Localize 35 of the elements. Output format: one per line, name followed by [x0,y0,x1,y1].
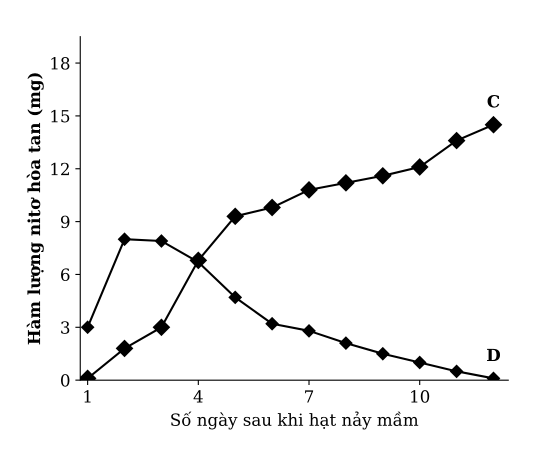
point [450,364,464,378]
point [118,232,132,246]
x-tick-label: 10 [411,390,430,403]
y-tick-label: 18 [51,57,70,70]
series-label: D [487,348,500,362]
point [300,181,318,198]
point [81,320,94,334]
y-tick-label: 6 [61,268,70,282]
y-tick-label: 0 [61,374,70,387]
point [116,340,134,357]
point [226,208,244,225]
point [264,198,281,216]
point [302,324,316,338]
point [413,356,426,370]
point [448,132,466,150]
point [374,167,392,184]
point [154,234,168,248]
series-label: C [488,94,500,108]
point [484,116,502,134]
point [266,317,279,330]
x-tick-label: 1 [84,390,91,403]
y-tick-label: 12 [51,162,69,176]
x-tick-label: 7 [305,390,314,403]
point [228,290,242,304]
x-tick-label: 4 [194,390,203,403]
point [411,158,428,176]
x-axis-title: Số ngày sau khi hạt nảy mầm [171,412,418,430]
point [339,336,352,350]
point [337,174,354,192]
y-tick-label: 9 [60,216,70,228]
point [152,318,170,336]
y-tick-label: 15 [51,110,70,122]
point [376,347,390,360]
y-tick-label: 3 [61,321,70,334]
y-axis-title: Hàm lượng nitơ hòa tan (mg) [26,73,44,344]
